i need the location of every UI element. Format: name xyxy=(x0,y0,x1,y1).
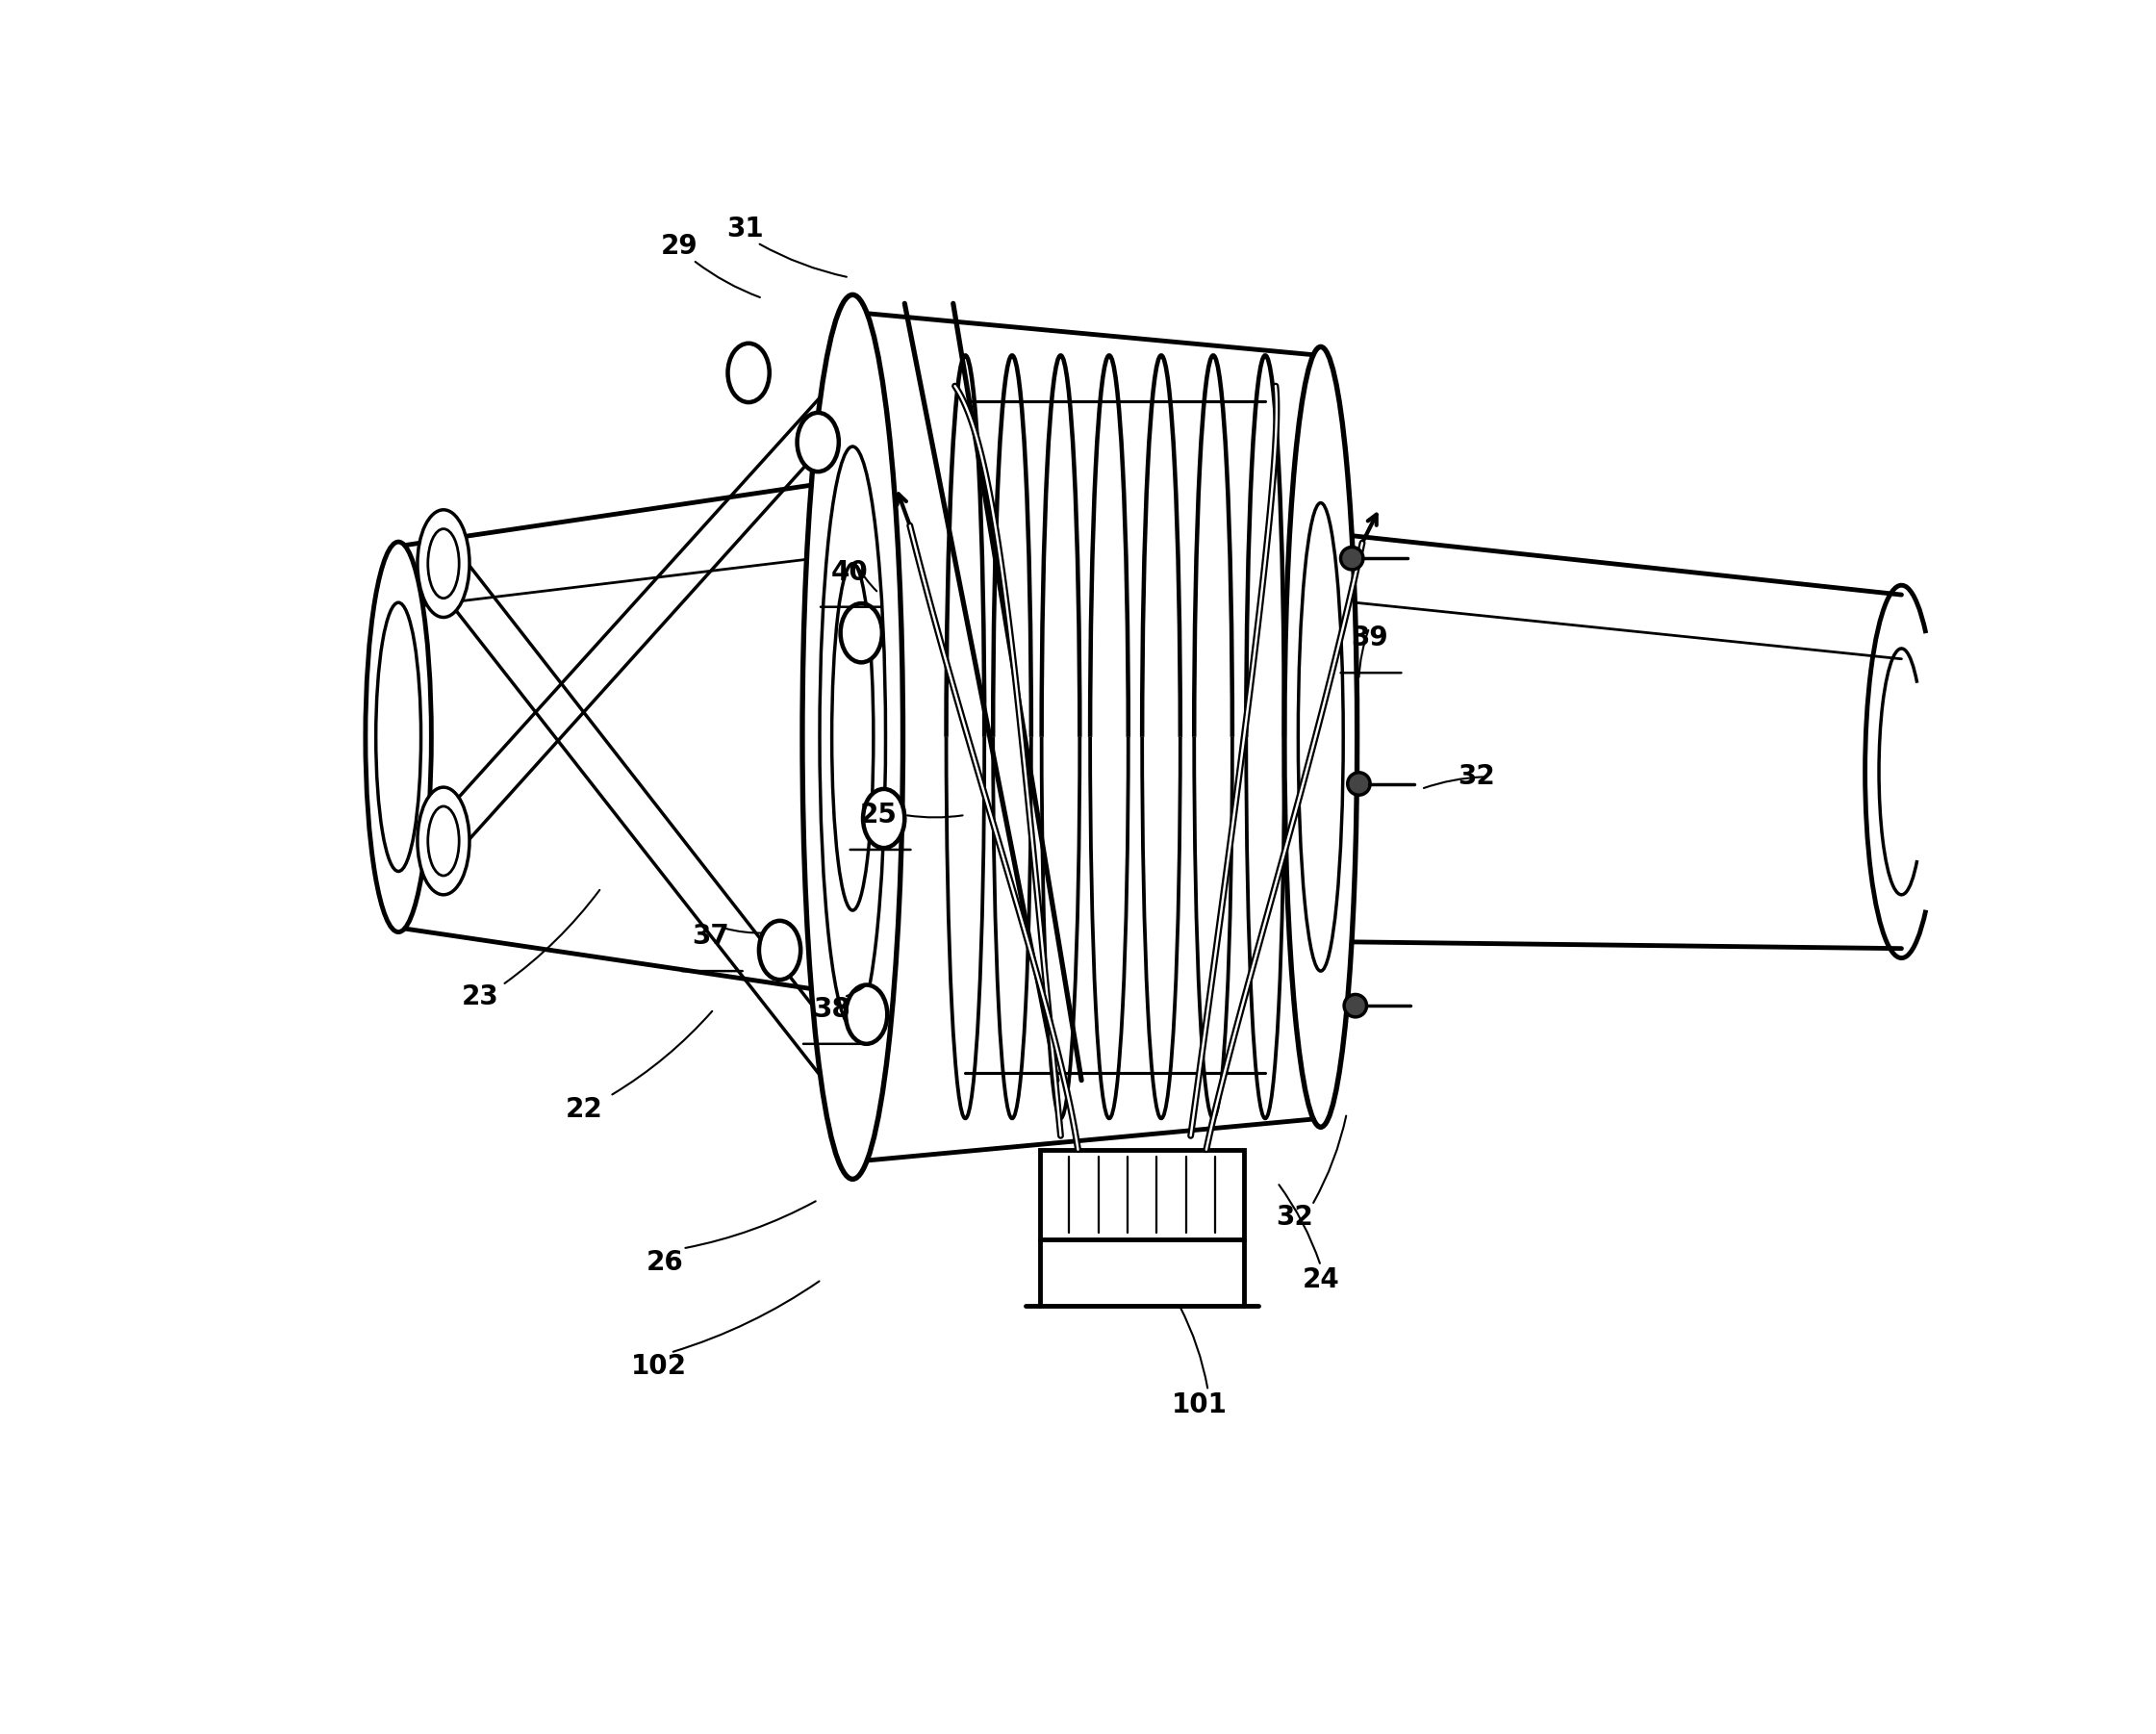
Text: 40: 40 xyxy=(830,558,869,586)
Ellipse shape xyxy=(1285,347,1356,1127)
FancyBboxPatch shape xyxy=(1039,1150,1244,1240)
Ellipse shape xyxy=(375,603,420,872)
Ellipse shape xyxy=(418,510,470,617)
Ellipse shape xyxy=(367,543,431,933)
Text: 38: 38 xyxy=(813,995,849,1023)
Text: 32: 32 xyxy=(1276,1203,1313,1231)
Text: 22: 22 xyxy=(565,1096,602,1124)
Text: 29: 29 xyxy=(660,232,699,260)
Text: 101: 101 xyxy=(1171,1391,1227,1418)
Ellipse shape xyxy=(1341,548,1363,569)
Ellipse shape xyxy=(418,787,470,895)
Ellipse shape xyxy=(759,921,800,980)
Ellipse shape xyxy=(427,529,459,598)
Ellipse shape xyxy=(802,295,903,1179)
Ellipse shape xyxy=(841,603,882,662)
Text: 37: 37 xyxy=(692,922,729,950)
Ellipse shape xyxy=(1298,503,1343,971)
Ellipse shape xyxy=(832,564,873,910)
Ellipse shape xyxy=(1348,773,1369,794)
Ellipse shape xyxy=(845,985,888,1044)
Ellipse shape xyxy=(1343,995,1367,1016)
Text: 102: 102 xyxy=(630,1353,686,1380)
Text: 32: 32 xyxy=(1457,763,1496,791)
Ellipse shape xyxy=(427,806,459,876)
Text: 23: 23 xyxy=(461,983,498,1011)
Text: 26: 26 xyxy=(647,1248,683,1276)
Text: 31: 31 xyxy=(727,215,763,243)
Text: 25: 25 xyxy=(860,801,897,829)
Ellipse shape xyxy=(819,447,886,1028)
Ellipse shape xyxy=(798,413,839,472)
Ellipse shape xyxy=(862,789,906,848)
Text: 24: 24 xyxy=(1302,1266,1339,1294)
Text: 39: 39 xyxy=(1350,624,1388,652)
Ellipse shape xyxy=(729,343,770,402)
